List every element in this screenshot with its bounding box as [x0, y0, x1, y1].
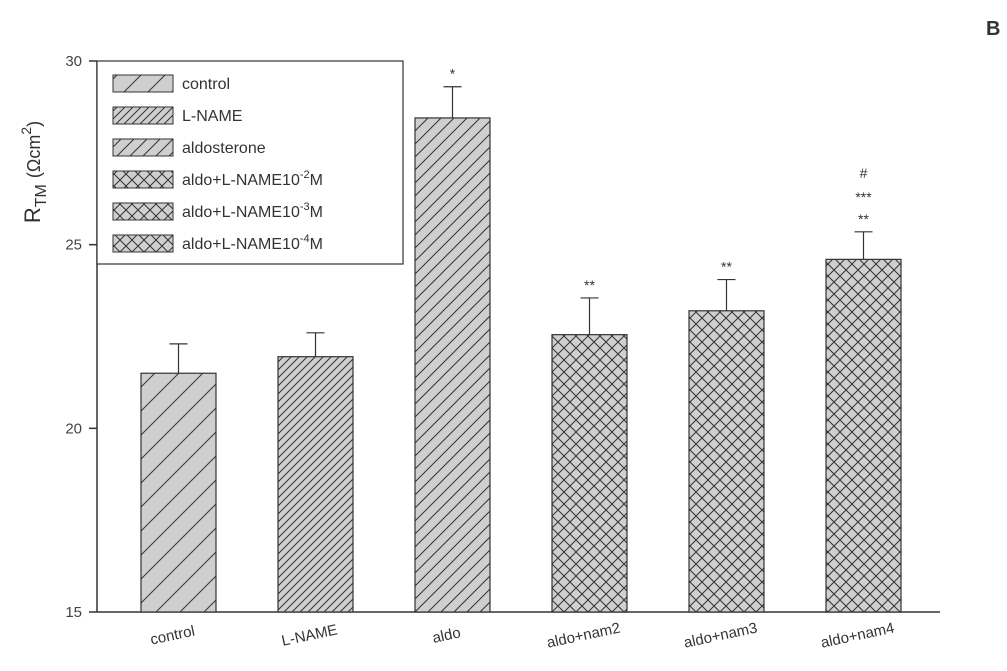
y-tick-label: 20 — [65, 420, 82, 437]
bar-aldo+nam2 — [551, 334, 628, 613]
x-tick-label: L-NAME — [280, 621, 339, 649]
bar-aldo+nam4 — [825, 258, 902, 613]
y-axis-title: RTM (Ωcm2) — [18, 121, 50, 223]
significance-mark: ** — [858, 211, 869, 227]
significance-mark: ** — [721, 259, 732, 275]
legend-item: L-NAME — [182, 108, 242, 125]
bars: **********# — [140, 66, 902, 613]
bar-aldo+nam3 — [688, 310, 765, 613]
legend: control L-NAME aldosterone aldo+L-NAME10-2M… — [96, 60, 404, 265]
x-tick-label: control — [149, 623, 197, 649]
bar-L-NAME — [277, 356, 354, 613]
ylabel-close: ) — [24, 121, 44, 127]
x-tick-label: aldo+nam4 — [819, 620, 896, 652]
bar-control — [140, 372, 217, 613]
ylabel-unit: (Ωcm — [24, 135, 44, 178]
legend-item: aldosterone — [182, 140, 266, 157]
svg-text:RTM(Ωcm2): RTM (Ωcm2) — [18, 121, 50, 223]
legend-swatch — [112, 138, 174, 157]
ylabel-sup: 2 — [18, 127, 34, 135]
significance-mark: *** — [855, 189, 872, 205]
legend-swatch — [112, 170, 174, 189]
x-tick-labels: control L-NAME aldo aldo+nam2 aldo+nam3 aldo+… — [149, 620, 896, 652]
panel-label: B — [986, 18, 1000, 40]
legend-item: aldo+L-NAME10-3M — [182, 201, 323, 221]
legend-swatch — [112, 234, 174, 253]
y-tick-label: 30 — [65, 53, 82, 70]
legend-item: aldo+L-NAME10-4M — [182, 233, 323, 253]
legend-item: control — [182, 76, 230, 93]
y-tick-label: 15 — [65, 604, 82, 621]
ylabel-main: R — [20, 207, 45, 223]
y-ticks: 15 20 25 30 — [65, 53, 97, 621]
y-tick-label: 25 — [65, 237, 82, 254]
x-tick-label: aldo — [431, 624, 462, 647]
significance-mark: * — [450, 66, 456, 82]
bar-aldo — [414, 117, 491, 613]
legend-item: aldo+L-NAME10-2M — [182, 169, 323, 189]
legend-box — [96, 60, 404, 265]
legend-swatch — [112, 202, 174, 221]
x-tick-label: aldo+nam2 — [545, 620, 622, 652]
legend-swatch — [112, 74, 174, 93]
legend-swatch — [112, 106, 174, 125]
significance-mark: ** — [584, 277, 595, 293]
x-tick-label: aldo+nam3 — [682, 620, 759, 652]
ylabel-sub: TM — [33, 184, 50, 207]
significance-mark: # — [860, 165, 868, 181]
